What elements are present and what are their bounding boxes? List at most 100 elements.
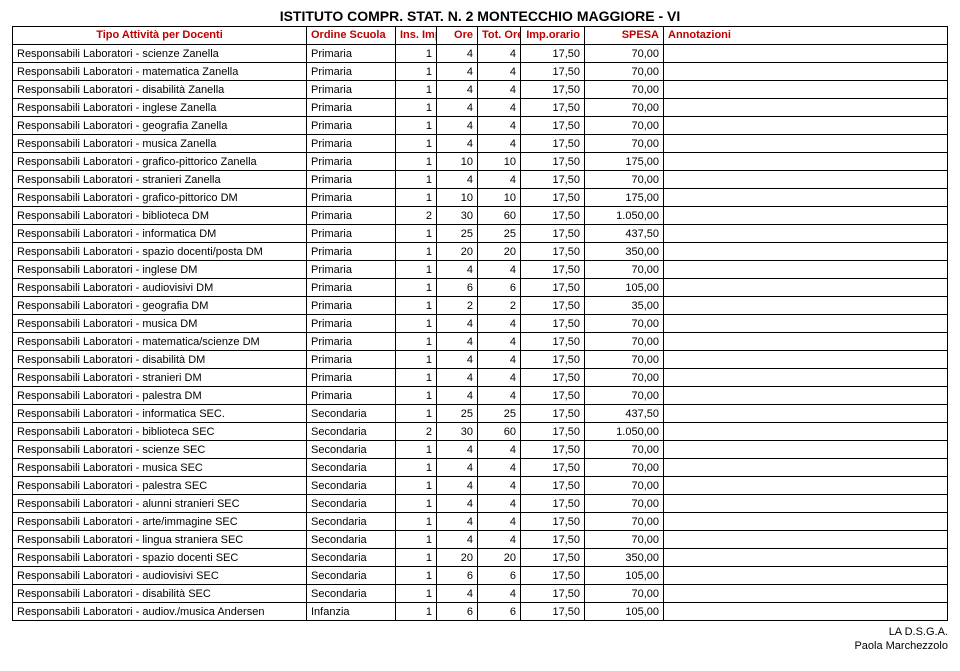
table-cell: 70,00	[585, 387, 664, 405]
col-header-activity: Tipo Attività per Docenti	[13, 27, 307, 45]
table-cell: 17,50	[521, 207, 585, 225]
table-cell: 10	[437, 153, 478, 171]
table-cell: 17,50	[521, 279, 585, 297]
table-cell: 17,50	[521, 243, 585, 261]
table-cell: 1	[396, 441, 437, 459]
table-cell: 17,50	[521, 171, 585, 189]
table-cell: 105,00	[585, 603, 664, 621]
table-cell	[664, 315, 948, 333]
table-cell: Secondaria	[307, 513, 396, 531]
table-cell: Primaria	[307, 45, 396, 63]
table-cell: 70,00	[585, 531, 664, 549]
table-cell	[664, 405, 948, 423]
table-cell: 6	[437, 567, 478, 585]
table-cell: 4	[437, 63, 478, 81]
table-cell	[664, 513, 948, 531]
table-cell: 70,00	[585, 495, 664, 513]
table-cell: 1	[396, 495, 437, 513]
table-cell: 17,50	[521, 387, 585, 405]
table-cell: 1	[396, 315, 437, 333]
table-row: Responsabili Laboratori - palestra SECSe…	[13, 477, 948, 495]
table-cell: 1	[396, 171, 437, 189]
table-cell	[664, 603, 948, 621]
table-cell	[664, 81, 948, 99]
table-cell: Primaria	[307, 171, 396, 189]
table-cell: Secondaria	[307, 423, 396, 441]
table-cell: 70,00	[585, 99, 664, 117]
table-cell: Responsabili Laboratori - geografia DM	[13, 297, 307, 315]
table-cell: Responsabili Laboratori - audiov./musica…	[13, 603, 307, 621]
col-header-spesa: SPESA	[585, 27, 664, 45]
table-cell: 4	[437, 585, 478, 603]
table-row: Responsabili Laboratori - palestra DMPri…	[13, 387, 948, 405]
table-cell: 4	[437, 261, 478, 279]
table-cell: 70,00	[585, 441, 664, 459]
table-cell: 105,00	[585, 279, 664, 297]
table-cell: 17,50	[521, 81, 585, 99]
table-cell: 4	[478, 351, 521, 369]
table-cell: Responsabili Laboratori - arte/immagine …	[13, 513, 307, 531]
table-cell: 17,50	[521, 603, 585, 621]
table-cell: 20	[478, 243, 521, 261]
table-row: Responsabili Laboratori - audiov./musica…	[13, 603, 948, 621]
table-cell: Responsabili Laboratori - biblioteca SEC	[13, 423, 307, 441]
table-cell: Responsabili Laboratori - stranieri Zane…	[13, 171, 307, 189]
table-cell: Responsabili Laboratori - musica DM	[13, 315, 307, 333]
table-cell: 437,50	[585, 405, 664, 423]
table-cell	[664, 567, 948, 585]
table-cell: Responsabili Laboratori - musica Zanella	[13, 135, 307, 153]
table-cell: 20	[437, 243, 478, 261]
footer-line1: LA D.S.G.A.	[12, 625, 948, 639]
table-cell: 17,50	[521, 117, 585, 135]
table-cell: 4	[478, 333, 521, 351]
table-row: Responsabili Laboratori - spazio docenti…	[13, 549, 948, 567]
table-row: Responsabili Laboratori - informatica SE…	[13, 405, 948, 423]
table-cell: Primaria	[307, 225, 396, 243]
table-cell: Responsabili Laboratori - matematica/sci…	[13, 333, 307, 351]
table-cell: Responsabili Laboratori - alunni stranie…	[13, 495, 307, 513]
table-cell: 4	[478, 135, 521, 153]
table-cell: Primaria	[307, 315, 396, 333]
table-row: Responsabili Laboratori - disabilità SEC…	[13, 585, 948, 603]
table-cell	[664, 423, 948, 441]
table-cell: 4	[478, 459, 521, 477]
table-cell: 17,50	[521, 315, 585, 333]
table-row: Responsabili Laboratori - matematica Zan…	[13, 63, 948, 81]
table-cell: Responsabili Laboratori - disabilità Zan…	[13, 81, 307, 99]
table-cell: 20	[437, 549, 478, 567]
table-cell: Responsabili Laboratori - disabilità DM	[13, 351, 307, 369]
col-header-imporario: Imp.orario	[521, 27, 585, 45]
table-cell: 1	[396, 387, 437, 405]
table-cell: 350,00	[585, 549, 664, 567]
table-cell: 30	[437, 207, 478, 225]
table-cell: 17,50	[521, 351, 585, 369]
table-cell: 17,50	[521, 189, 585, 207]
col-header-ordine: Ordine Scuola	[307, 27, 396, 45]
table-cell: 4	[478, 369, 521, 387]
table-cell	[664, 369, 948, 387]
table-cell	[664, 495, 948, 513]
col-header-ore: Ore	[437, 27, 478, 45]
table-cell: 17,50	[521, 495, 585, 513]
table-cell: 17,50	[521, 297, 585, 315]
table-cell: 70,00	[585, 135, 664, 153]
table-cell	[664, 99, 948, 117]
table-cell: 1	[396, 603, 437, 621]
table-cell: 70,00	[585, 333, 664, 351]
table-cell: Responsabili Laboratori - stranieri DM	[13, 369, 307, 387]
table-row: Responsabili Laboratori - disabilità DMP…	[13, 351, 948, 369]
table-cell: Responsabili Laboratori - audiovisivi SE…	[13, 567, 307, 585]
table-cell: 4	[478, 585, 521, 603]
table-cell: Responsabili Laboratori - biblioteca DM	[13, 207, 307, 225]
table-cell: 1.050,00	[585, 423, 664, 441]
table-cell: Responsabili Laboratori - geografia Zane…	[13, 117, 307, 135]
table-cell: 4	[437, 135, 478, 153]
table-cell: 60	[478, 423, 521, 441]
table-cell	[664, 117, 948, 135]
table-cell: 17,50	[521, 153, 585, 171]
table-cell: 17,50	[521, 459, 585, 477]
table-cell: Primaria	[307, 81, 396, 99]
table-cell: Secondaria	[307, 567, 396, 585]
table-cell: 1	[396, 459, 437, 477]
table-cell: 4	[437, 99, 478, 117]
